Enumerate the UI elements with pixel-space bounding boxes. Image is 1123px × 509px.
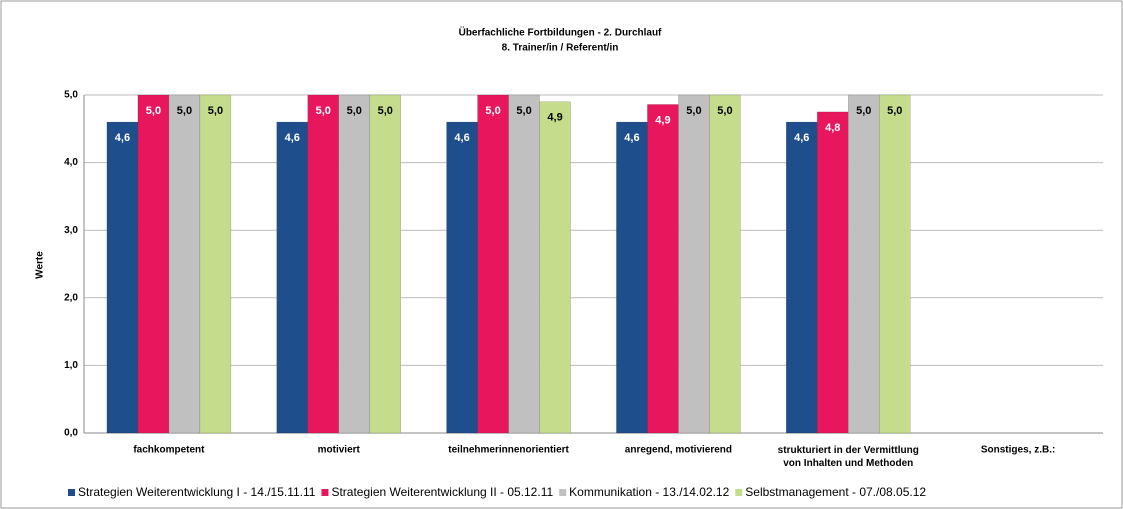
legend-label: Strategien Weiterentwicklung I - 14./15.…	[78, 485, 316, 499]
bar	[168, 94, 201, 434]
bar	[276, 121, 308, 434]
bar	[539, 101, 571, 434]
y-tick-label: 3,0	[64, 225, 78, 236]
data-label: 4,9	[655, 114, 670, 126]
bar	[647, 104, 679, 434]
x-tick-label: strukturiert in der Vermittlung von Inhal…	[778, 445, 919, 469]
bar	[446, 121, 478, 434]
legend-label: Strategien Weiterentwicklung II - 05.12.…	[331, 485, 553, 499]
y-tick-label: 5,0	[64, 90, 78, 101]
bar	[369, 94, 401, 434]
y-tick-label: 4,0	[64, 157, 78, 168]
data-label: 5,0	[347, 105, 362, 117]
bar	[338, 94, 370, 434]
chart-subtitle: 8. Trainer/in / Referent/in	[502, 43, 619, 54]
bar	[678, 94, 710, 434]
x-tick-label: motiviert	[318, 445, 361, 456]
y-axis-label: Werte	[35, 251, 46, 279]
bar	[616, 121, 648, 434]
y-tick-label: 0,0	[64, 428, 78, 439]
data-label: 5,0	[856, 105, 871, 117]
x-tick-label: teilnehmerinnenorientiert	[448, 445, 569, 456]
bar	[137, 94, 170, 434]
data-label: 5,0	[378, 105, 393, 117]
bar	[307, 94, 339, 434]
y-tick-label: 1,0	[64, 360, 78, 371]
data-label: 5,0	[208, 105, 223, 117]
legend-label: Selbstmanagement - 07./08.05.12	[745, 485, 926, 499]
bar	[848, 94, 880, 434]
data-label: 5,0	[146, 105, 161, 117]
data-label: 4,9	[547, 112, 562, 124]
data-label: 5,0	[887, 105, 902, 117]
x-tick-label: Sonstiges, z.B.:	[981, 445, 1055, 456]
data-label: 5,0	[717, 105, 732, 117]
y-tick-label: 2,0	[64, 292, 78, 303]
chart-title: Überfachliche Fortbildungen - 2. Durchla…	[459, 26, 662, 39]
legend-label: Kommunikation - 13./14.02.12	[569, 485, 729, 499]
data-label: 4,6	[454, 132, 469, 144]
data-label: 4,8	[825, 122, 840, 134]
x-tick-label: anregend, motivierend	[625, 445, 732, 456]
data-label: 5,0	[516, 105, 531, 117]
legend-swatch	[321, 489, 329, 496]
legend-swatch	[68, 489, 75, 496]
x-tick-label: fachkompetent	[133, 445, 205, 456]
data-label: 5,0	[485, 105, 500, 117]
bar	[106, 121, 139, 434]
bar	[508, 94, 540, 434]
data-label: 5,0	[686, 105, 701, 117]
bar	[786, 121, 818, 434]
data-label: 4,6	[794, 132, 809, 144]
bar	[817, 111, 849, 434]
legend-swatch	[559, 489, 567, 496]
data-label: 4,6	[624, 132, 639, 144]
bar	[477, 94, 509, 434]
bar	[199, 94, 232, 434]
bar	[709, 94, 741, 434]
data-label: 4,6	[115, 132, 130, 144]
data-label: 4,6	[285, 132, 300, 144]
data-label: 5,0	[177, 105, 192, 117]
bar	[879, 94, 911, 434]
legend-swatch	[735, 489, 743, 496]
data-label: 5,0	[316, 105, 331, 117]
